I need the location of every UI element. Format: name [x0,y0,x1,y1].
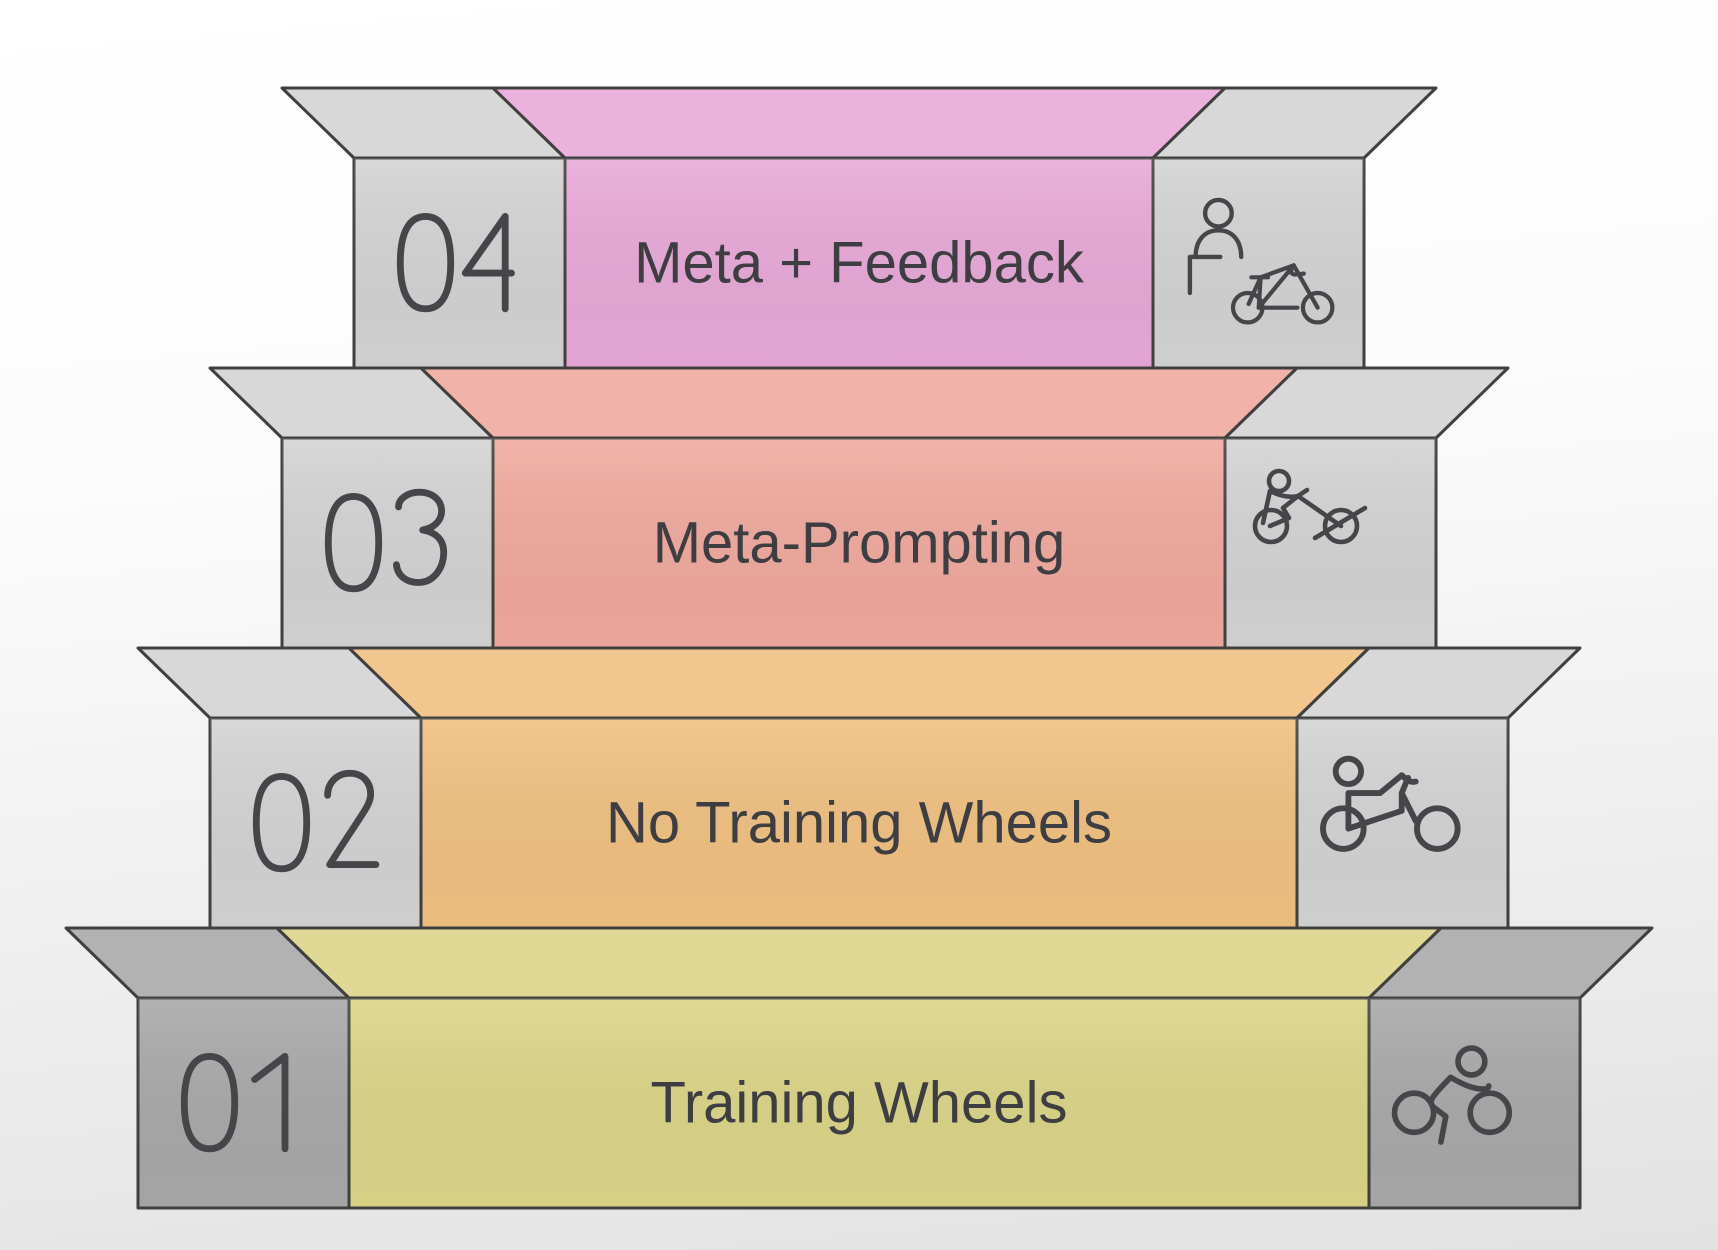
svg-text:Training Wheels: Training Wheels [651,1071,1068,1136]
svg-text:Meta + Feedback: Meta + Feedback [634,231,1085,296]
svg-text:No Training Wheels: No Training Wheels [606,791,1112,856]
svg-text:Meta-Prompting: Meta-Prompting [653,511,1066,576]
